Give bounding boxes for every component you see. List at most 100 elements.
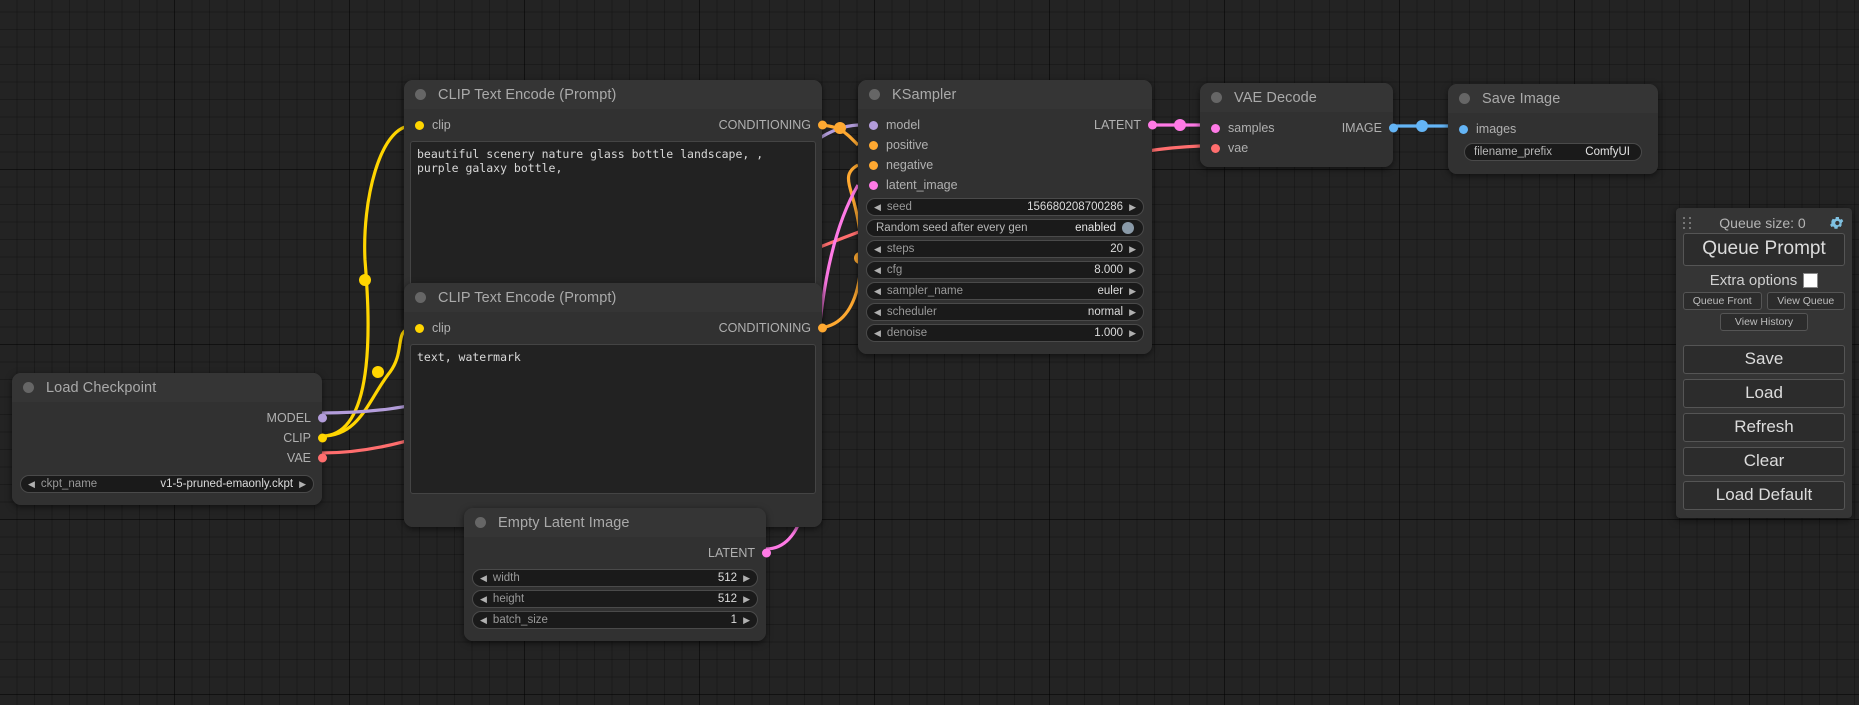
node-collapse-icon[interactable] <box>1211 92 1222 103</box>
increment-arrow-icon[interactable]: ▶ <box>1129 285 1136 296</box>
node-header[interactable]: VAE Decode <box>1200 83 1393 112</box>
widget-ckpt-name[interactable]: ◀ ckpt_name v1-5-pruned-emaonly.ckpt ▶ <box>20 475 314 493</box>
node-clip-text-encode-negative[interactable]: CLIP Text Encode (Prompt) clip CONDITION… <box>404 283 827 527</box>
view-history-button[interactable]: View History <box>1720 313 1808 331</box>
gear-icon[interactable] <box>1829 215 1845 231</box>
input-slot-latent-image[interactable]: latent_image <box>858 175 1152 195</box>
port-vae-icon[interactable] <box>1211 143 1220 153</box>
port-model-out-icon[interactable] <box>317 413 327 423</box>
port-latent-out-icon[interactable] <box>1147 120 1157 130</box>
widget-value[interactable]: 512 <box>717 572 738 584</box>
widget-filename-prefix[interactable]: filename_prefix ComfyUI <box>1464 143 1642 161</box>
save-button[interactable]: Save <box>1683 345 1845 374</box>
decrement-arrow-icon[interactable]: ◀ <box>874 285 881 296</box>
widget-seed[interactable]: ◀ seed 156680208700286 ▶ <box>866 198 1144 216</box>
input-slot-images[interactable]: images <box>1448 119 1658 139</box>
increment-arrow-icon[interactable]: ▶ <box>1129 306 1136 317</box>
node-ksampler[interactable]: KSampler model LATENT positive negative … <box>858 80 1157 354</box>
comfy-menu-panel[interactable]: Queue size: 0 Queue Prompt Extra options… <box>1676 208 1852 518</box>
node-collapse-icon[interactable] <box>869 89 880 100</box>
increment-arrow-icon[interactable]: ▶ <box>743 614 750 625</box>
port-model-icon[interactable] <box>869 120 878 130</box>
node-collapse-icon[interactable] <box>1459 93 1470 104</box>
decrement-arrow-icon[interactable]: ◀ <box>874 243 881 254</box>
view-queue-button[interactable]: View Queue <box>1766 292 1845 310</box>
widget-value[interactable]: 8.000 <box>1094 264 1124 276</box>
input-slot-clip[interactable]: clip CONDITIONING <box>404 115 827 135</box>
output-slot-latent[interactable]: LATENT <box>464 543 771 563</box>
queue-prompt-button[interactable]: Queue Prompt <box>1683 233 1845 266</box>
queue-front-button[interactable]: Queue Front <box>1683 292 1762 310</box>
increment-arrow-icon[interactable]: ▶ <box>1129 201 1136 212</box>
widget-height[interactable]: ◀ height 512 ▶ <box>472 590 758 608</box>
port-positive-icon[interactable] <box>869 140 878 150</box>
node-save-image[interactable]: Save Image images filename_prefix ComfyU… <box>1448 84 1658 174</box>
port-latent-out-icon[interactable] <box>761 548 771 558</box>
port-conditioning-icon[interactable] <box>817 120 827 130</box>
prompt-textarea[interactable]: beautiful scenery nature glass bottle la… <box>410 141 816 291</box>
widget-value[interactable]: 20 <box>1110 243 1124 255</box>
output-slot-model[interactable]: MODEL <box>12 408 327 428</box>
node-header[interactable]: KSampler <box>858 80 1152 109</box>
widget-value[interactable]: 1 <box>730 614 738 626</box>
decrement-arrow-icon[interactable]: ◀ <box>874 327 881 338</box>
clear-button[interactable]: Clear <box>1683 447 1845 476</box>
node-header[interactable]: CLIP Text Encode (Prompt) <box>404 80 822 109</box>
port-clip-out-icon[interactable] <box>317 433 327 443</box>
increment-arrow-icon[interactable]: ▶ <box>743 593 750 604</box>
increment-arrow-icon[interactable]: ▶ <box>1129 264 1136 275</box>
extra-options-row[interactable]: Extra options <box>1683 268 1845 292</box>
port-clip-icon[interactable] <box>415 323 424 333</box>
node-empty-latent-image[interactable]: Empty Latent Image LATENT ◀ width 512 ▶ … <box>464 508 771 641</box>
port-vae-out-icon[interactable] <box>317 453 327 463</box>
node-header[interactable]: CLIP Text Encode (Prompt) <box>404 283 822 312</box>
input-slot-samples[interactable]: samples IMAGE <box>1200 118 1398 138</box>
input-slot-model[interactable]: model LATENT <box>858 115 1157 135</box>
port-samples-icon[interactable] <box>1211 123 1220 133</box>
input-slot-clip[interactable]: clip CONDITIONING <box>404 318 827 338</box>
node-collapse-icon[interactable] <box>23 382 34 393</box>
increment-arrow-icon[interactable]: ▶ <box>743 572 750 583</box>
output-slot-vae[interactable]: VAE <box>12 448 327 468</box>
port-conditioning-icon[interactable] <box>817 323 827 333</box>
widget-width[interactable]: ◀ width 512 ▶ <box>472 569 758 587</box>
decrement-arrow-icon[interactable]: ◀ <box>28 478 35 489</box>
decrement-arrow-icon[interactable]: ◀ <box>874 306 881 317</box>
increment-arrow-icon[interactable]: ▶ <box>299 478 306 489</box>
node-header[interactable]: Save Image <box>1448 84 1658 113</box>
panel-header[interactable]: Queue size: 0 <box>1683 213 1845 233</box>
widget-value[interactable]: 512 <box>717 593 738 605</box>
input-slot-negative[interactable]: negative <box>858 155 1152 175</box>
drag-handle-icon[interactable] <box>1683 216 1692 230</box>
input-slot-positive[interactable]: positive <box>858 135 1152 155</box>
prompt-textarea[interactable]: text, watermark <box>410 344 816 494</box>
increment-arrow-icon[interactable]: ▶ <box>1129 327 1136 338</box>
widget-value[interactable]: ComfyUI <box>1585 146 1630 158</box>
decrement-arrow-icon[interactable]: ◀ <box>480 614 487 625</box>
load-button[interactable]: Load <box>1683 379 1845 408</box>
load-default-button[interactable]: Load Default <box>1683 481 1845 510</box>
widget-steps[interactable]: ◀ steps 20 ▶ <box>866 240 1144 258</box>
widget-value[interactable]: euler <box>1097 285 1124 297</box>
widget-random-seed-toggle[interactable]: Random seed after every gen enabled <box>866 219 1144 237</box>
decrement-arrow-icon[interactable]: ◀ <box>874 264 881 275</box>
toggle-knob-icon[interactable] <box>1122 222 1134 234</box>
output-slot-clip[interactable]: CLIP <box>12 428 327 448</box>
port-image-out-icon[interactable] <box>1388 123 1398 133</box>
widget-scheduler[interactable]: ◀ scheduler normal ▶ <box>866 303 1144 321</box>
port-negative-icon[interactable] <box>869 160 878 170</box>
widget-value[interactable]: normal <box>1087 306 1124 318</box>
node-load-checkpoint[interactable]: Load Checkpoint MODEL CLIP VAE ◀ ckpt_na… <box>12 373 327 505</box>
widget-batch-size[interactable]: ◀ batch_size 1 ▶ <box>472 611 758 629</box>
decrement-arrow-icon[interactable]: ◀ <box>480 572 487 583</box>
widget-sampler-name[interactable]: ◀ sampler_name euler ▶ <box>866 282 1144 300</box>
widget-cfg[interactable]: ◀ cfg 8.000 ▶ <box>866 261 1144 279</box>
node-collapse-icon[interactable] <box>415 292 426 303</box>
node-collapse-icon[interactable] <box>475 517 486 528</box>
port-clip-icon[interactable] <box>415 120 424 130</box>
node-collapse-icon[interactable] <box>415 89 426 100</box>
port-latent-image-icon[interactable] <box>869 180 878 190</box>
node-vae-decode[interactable]: VAE Decode samples IMAGE vae <box>1200 83 1398 167</box>
increment-arrow-icon[interactable]: ▶ <box>1129 243 1136 254</box>
